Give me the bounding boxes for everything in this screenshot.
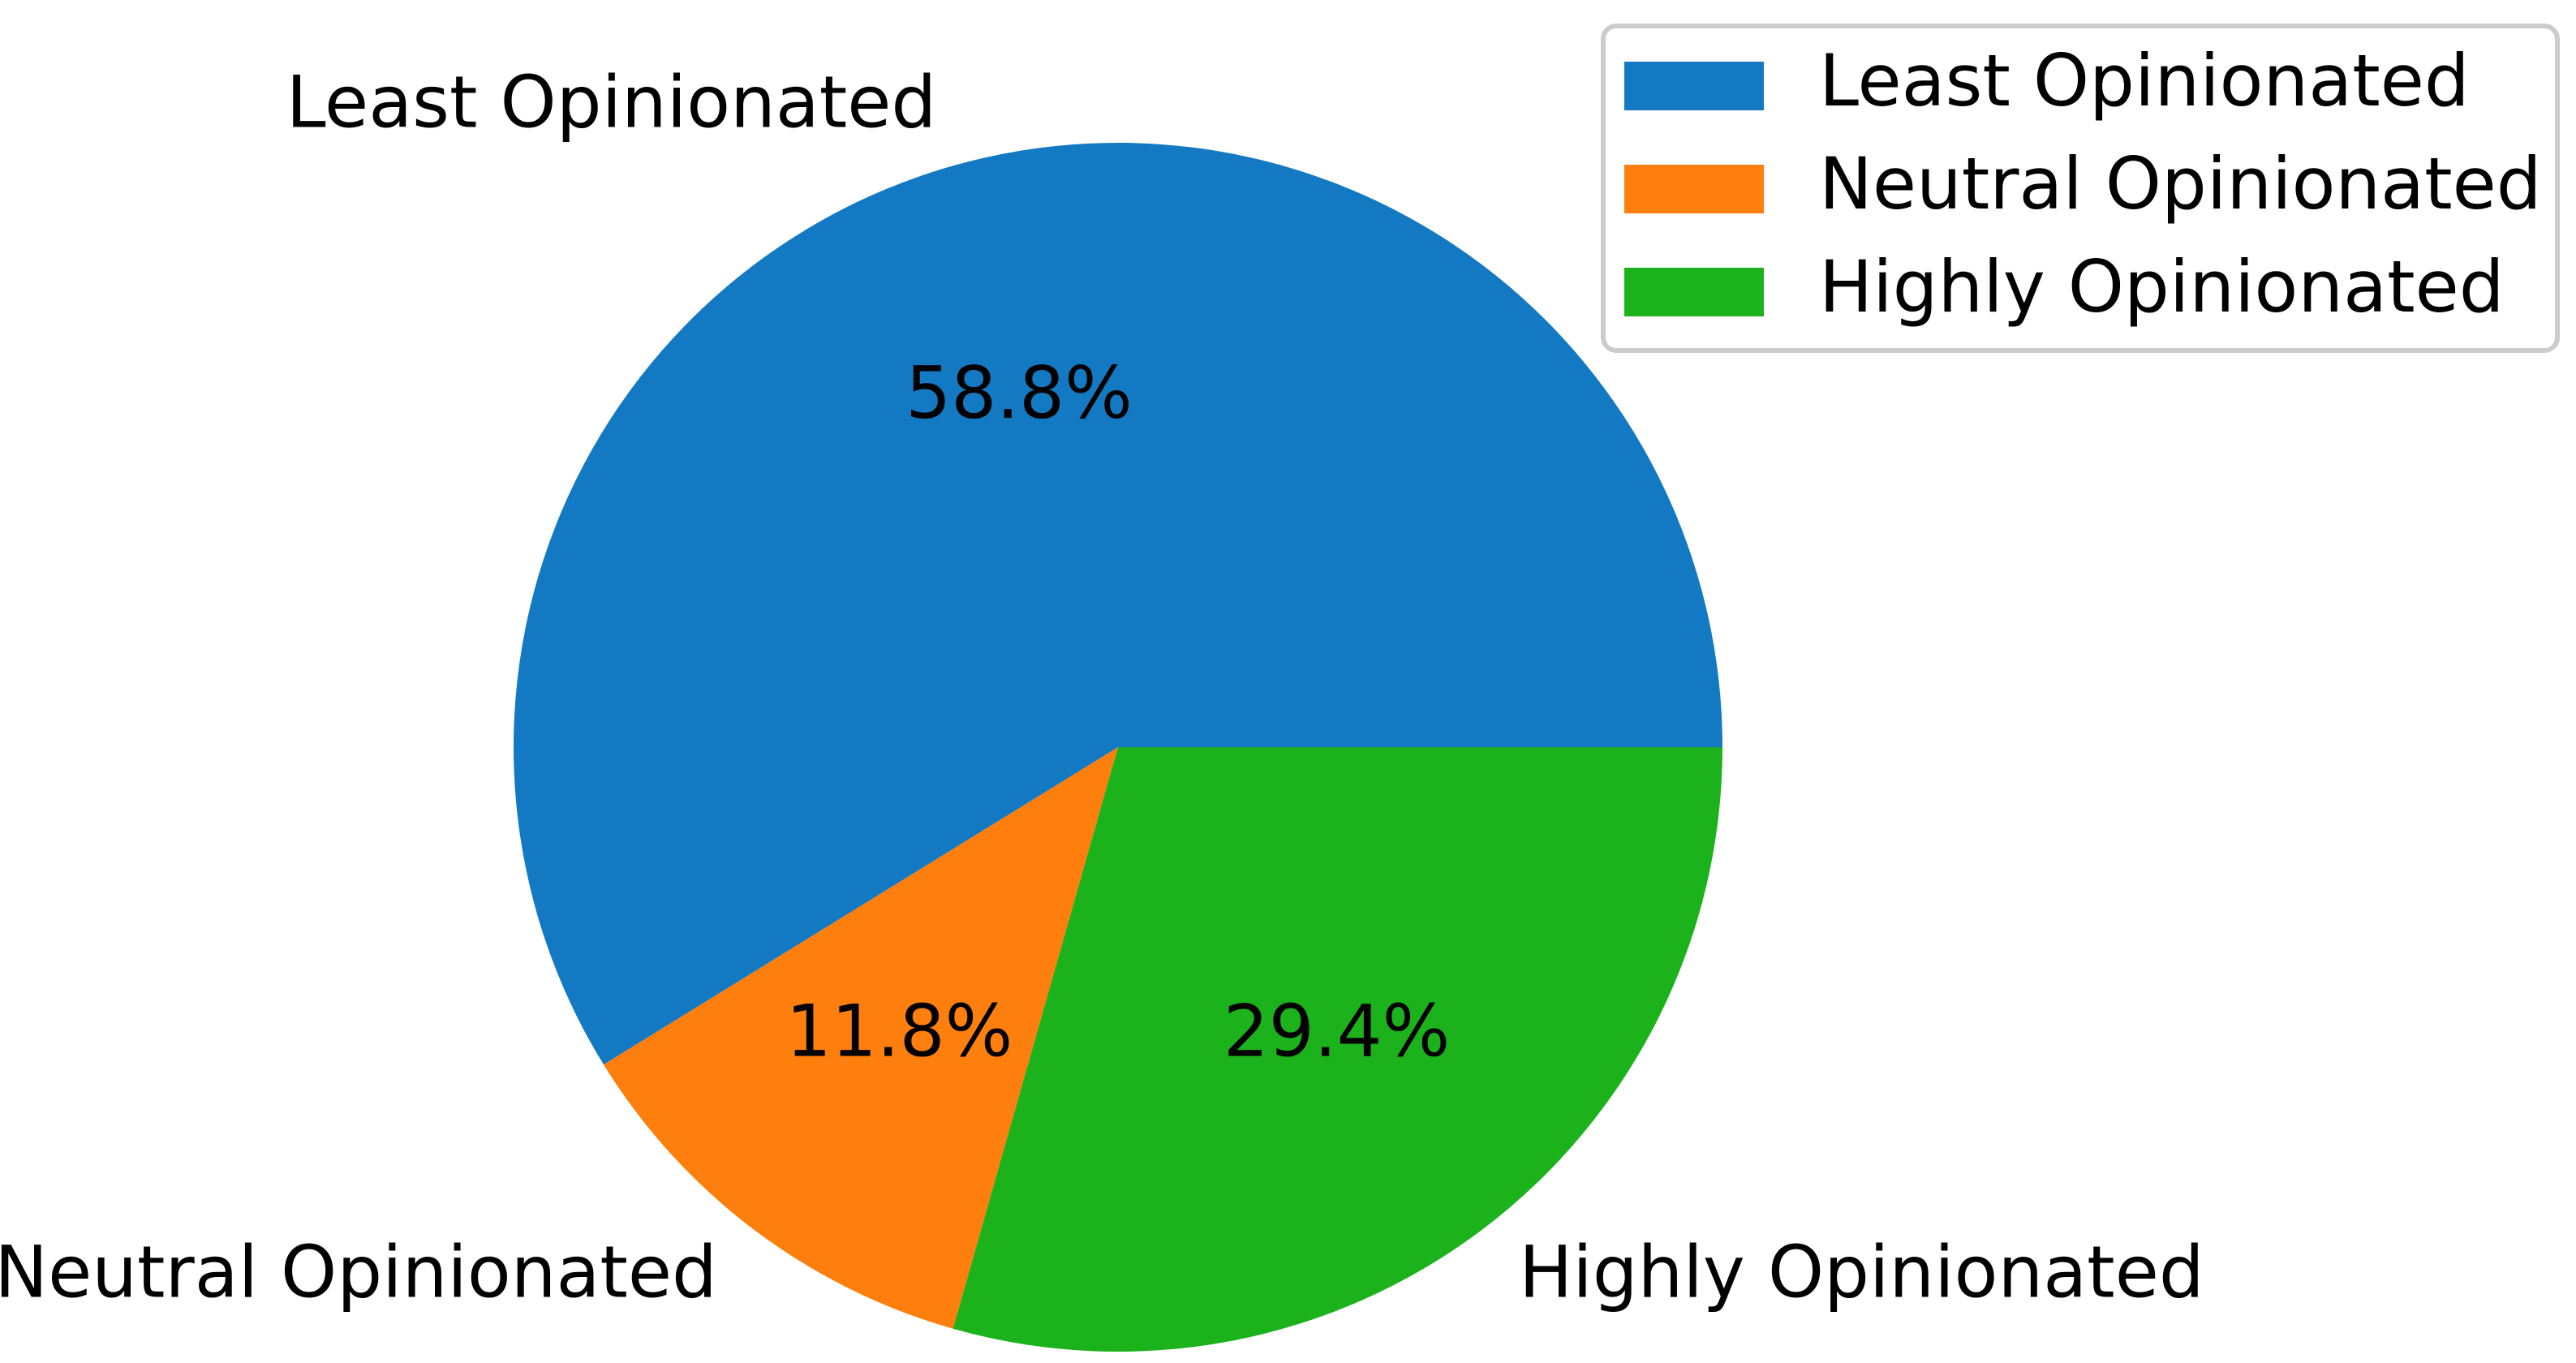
legend-entries: Least Opinionated Neutral Opinionated High… — [1624, 39, 2542, 329]
slice-percent-neutral-opinionated: 11.8% — [786, 990, 1013, 1073]
legend: Least Opinionated Neutral Opinionated High… — [1601, 24, 2560, 353]
slice-category-labels: Least Opinionated Neutral Opinionated High… — [0, 61, 2204, 1314]
slice-percent-least-opinionated: 58.8% — [905, 351, 1133, 435]
pie-slices — [514, 143, 1722, 1352]
slice-label-least-opinionated: Least Opinionated — [286, 61, 937, 144]
slice-percent-highly-opinionated: 29.4% — [1223, 990, 1451, 1073]
slice-percent-labels: 58.8% 11.8% 29.4% — [786, 351, 1451, 1073]
legend-label-highly-opinionated: Highly Opinionated — [1819, 245, 2505, 329]
legend-swatch-highly-opinionated — [1624, 268, 1764, 316]
pie-slice-highly-opinionated — [953, 747, 1722, 1352]
slice-label-neutral-opinionated: Neutral Opinionated — [0, 1231, 717, 1314]
legend-swatch-least-opinionated — [1624, 62, 1764, 110]
pie-slice-neutral-opinionated — [604, 747, 1118, 1329]
slice-label-highly-opinionated: Highly Opinionated — [1519, 1231, 2204, 1314]
legend-label-neutral-opinionated: Neutral Opinionated — [1819, 142, 2542, 226]
legend-frame — [1601, 24, 2560, 353]
legend-label-least-opinionated: Least Opinionated — [1819, 39, 2470, 123]
legend-swatch-neutral-opinionated — [1624, 165, 1764, 213]
pie-slice-least-opinionated — [514, 143, 1722, 1065]
